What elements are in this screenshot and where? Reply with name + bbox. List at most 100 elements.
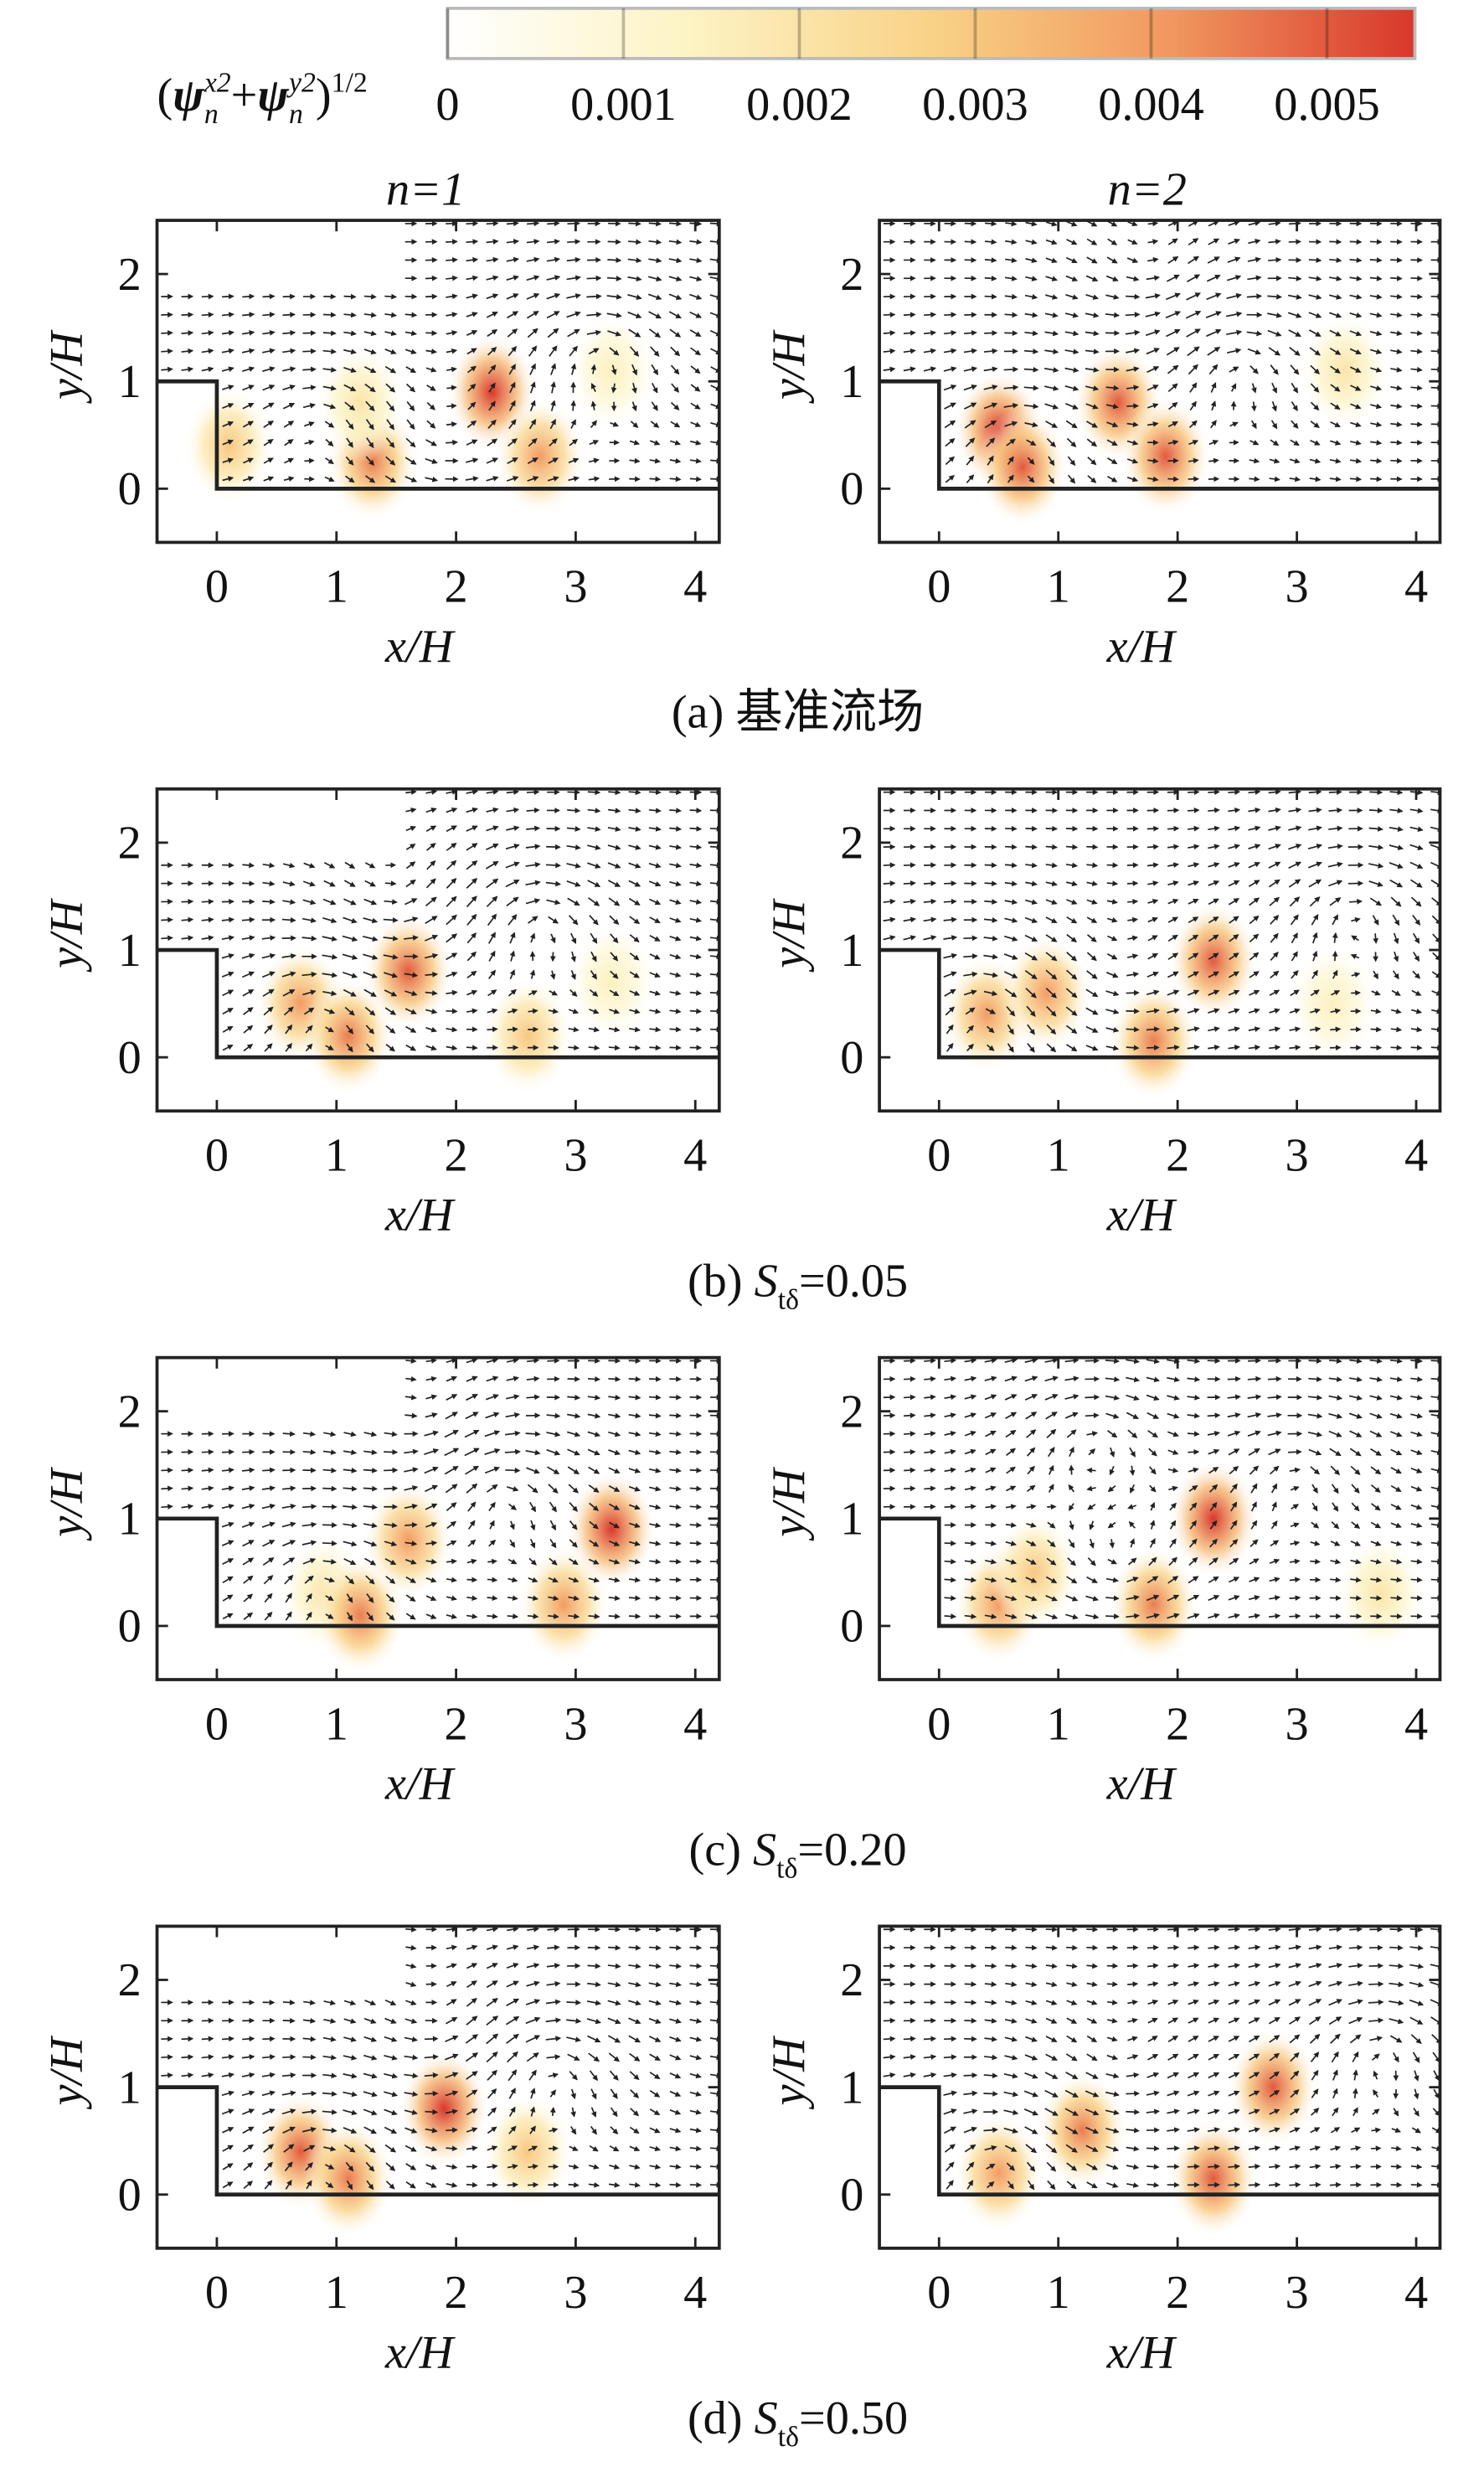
vector [1065,1613,1079,1620]
vector [1107,2000,1118,2005]
vector [527,1613,539,1619]
vector [242,366,255,372]
vector [1064,1412,1079,1419]
vector [1227,1394,1241,1401]
vector [650,421,660,428]
vector [302,880,316,887]
vector [1126,385,1140,391]
vector [384,2054,398,2061]
vector [1267,1430,1282,1437]
vector [1027,475,1035,483]
vector [1413,2088,1420,2100]
vector [486,1484,498,1493]
vector [486,1980,498,1989]
vector [986,437,996,447]
vector [566,826,581,832]
vector [302,899,317,906]
vector [1130,1484,1136,1494]
vector [506,896,519,907]
vector [903,916,917,923]
vector [1389,844,1404,850]
vector [1024,1357,1038,1364]
vector [1288,1448,1302,1455]
vector [628,1595,642,1602]
vector [568,457,580,464]
vector [366,1043,374,1053]
vector [222,1044,234,1051]
vector [1085,988,1099,998]
vector [526,1394,540,1401]
vector [264,1611,273,1621]
vector [1085,312,1100,318]
vector [690,384,701,392]
vector [404,935,419,941]
vector [964,239,977,245]
vector [545,2036,562,2041]
vector [1126,2182,1140,2188]
vector [1271,400,1277,412]
vector [467,1520,476,1530]
vector [426,843,436,851]
vector [589,2144,599,2152]
vector [668,239,683,245]
vector [964,2000,977,2005]
vector [1433,2088,1440,2099]
vector [1148,1448,1157,1457]
vector [1208,1026,1220,1032]
vector [709,953,719,960]
vector [549,1538,557,1549]
y-tick-label: 0 [118,463,142,515]
vector [987,455,994,466]
vector [964,257,977,263]
vector [964,1448,976,1455]
vector [587,2035,601,2043]
vector [486,457,499,464]
vector [1145,329,1161,337]
vector [425,916,438,925]
vector [1066,239,1078,245]
vector [1330,2033,1341,2044]
vector [1046,437,1056,447]
vector [526,293,540,300]
vector [669,953,682,960]
vector [1290,364,1300,375]
vector [1251,420,1257,430]
vector [242,1540,255,1547]
vector [343,2000,357,2006]
vector [689,293,703,300]
vector [1208,916,1219,924]
vector [486,807,499,813]
vector [628,1449,642,1456]
vector [1270,1465,1280,1475]
vector [281,2072,296,2078]
vector [221,2108,234,2115]
vector [1308,1999,1322,2006]
vector [221,1521,234,1528]
vector [1311,950,1318,962]
vector [241,935,255,941]
x-tick-label: 0 [927,1129,951,1181]
vector [648,1394,662,1401]
vector [1106,899,1118,905]
y-tick-label: 1 [840,2062,863,2113]
vector [589,440,600,446]
vector [363,988,377,997]
vector [1087,457,1097,466]
vector [1328,1395,1343,1401]
vector [1228,2163,1241,2170]
vector [924,1431,936,1437]
vector [550,381,556,394]
vector [1146,366,1160,374]
vector [1167,2108,1180,2115]
y-tick-label: 2 [118,1954,142,2006]
vector [1288,861,1302,869]
vector [1066,2000,1078,2005]
caption-part: =0.05 [799,1256,908,1308]
vector [262,366,276,372]
vector [1350,2145,1362,2151]
vector [466,1980,477,1989]
vector [1268,825,1281,832]
vector [404,1394,417,1401]
vector [221,312,234,318]
vector [669,2164,682,2170]
